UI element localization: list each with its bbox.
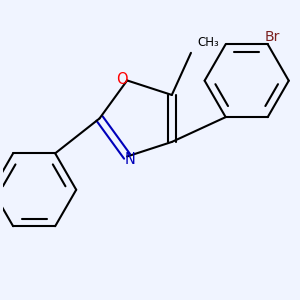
Text: N: N — [125, 152, 136, 167]
Text: O: O — [116, 72, 128, 87]
Text: Br: Br — [264, 30, 280, 44]
Text: CH₃: CH₃ — [197, 36, 219, 49]
